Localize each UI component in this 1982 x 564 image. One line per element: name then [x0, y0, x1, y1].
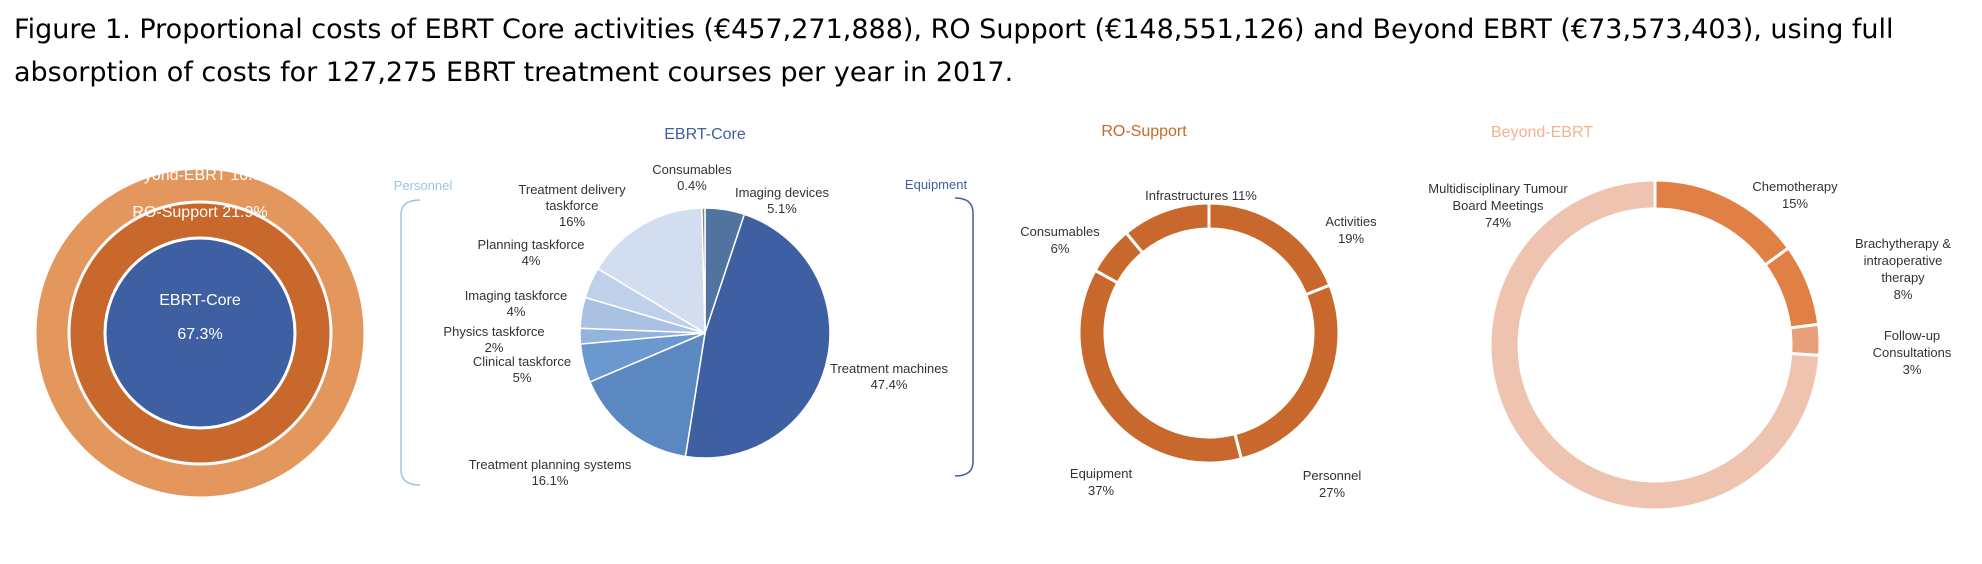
- donut-segment-multidisciplinary-tumour-board-meetings: [1488, 178, 1822, 512]
- pie-slice-treatment-delivery-taskforce: [596, 207, 706, 335]
- pie-slice-treatment-planning-systems: [588, 331, 706, 458]
- label-beyond-ebrt: Beyond-EBRT 10.8%: [124, 167, 276, 184]
- value-ebrt-core: 67.3%: [177, 326, 222, 343]
- chart-title-ro-support: RO-Support: [1101, 123, 1187, 140]
- slice-label-treatment-machines: Treatment machines 47.4%: [830, 361, 949, 392]
- label-ebrt-core: EBRT-Core: [159, 292, 241, 309]
- segment-label-personnel: Personnel 27%: [1303, 468, 1362, 500]
- segment-label-multidisciplinary-tumour-board-meetings: Multidisciplinary Tumour Board Meetings 74…: [1428, 181, 1568, 230]
- segment-label-equipment: Equipment 37%: [1070, 466, 1133, 498]
- donut-segment-follow-up-consultations: [1788, 322, 1822, 357]
- group-label-personnel: Personnel: [394, 178, 453, 193]
- slice-label-clinical-taskforce: Clinical taskforce 5%: [473, 354, 571, 385]
- slice-label-imaging-devices: Imaging devices 5.1%: [735, 185, 829, 216]
- segment-label-activities: Activities 19%: [1325, 214, 1377, 246]
- slice-label-treatment-delivery-taskforce: Treatment delivery taskforce 16%: [518, 182, 626, 229]
- slice-label-physics-taskforce: Physics taskforce 2%: [443, 324, 544, 355]
- donut-segment-equipment: [1077, 268, 1244, 465]
- slice-label-consumables: Consumables 0.4%: [652, 162, 732, 193]
- figure-caption: Figure 1. Proportional costs of EBRT Cor…: [14, 14, 1894, 88]
- nested-circle-ebrt-core: [103, 236, 297, 430]
- segment-label-chemotherapy: Chemotherapy 15%: [1752, 179, 1838, 211]
- slice-label-treatment-planning-systems: Treatment planning systems 16.1%: [469, 457, 632, 488]
- segment-label-consumables: Consumables 6%: [1020, 224, 1100, 256]
- chart-title-beyond-ebrt: Beyond-EBRT: [1491, 124, 1593, 141]
- pie-slice-consumables: [701, 207, 706, 334]
- equipment-bracket: [954, 197, 974, 477]
- donut-segment-personnel: [1233, 283, 1341, 461]
- slice-label-imaging-taskforce: Imaging taskforce 4%: [465, 288, 568, 319]
- donut-segment-infrastructures: [1124, 201, 1211, 255]
- donut-segment-brachytherapy-intraoperative-therapy: [1762, 245, 1821, 330]
- group-label-equipment: Equipment: [905, 177, 968, 192]
- segment-label-brachytherapy-intraoperative-therapy: Brachytherapy & intraoperative therapy 8%: [1855, 236, 1951, 302]
- label-ro-support: RO-Support 21.9%: [132, 204, 267, 221]
- slice-label-planning-taskforce: Planning taskforce 4%: [478, 237, 585, 268]
- donut-segment-activities: [1207, 201, 1332, 297]
- pie-slice-treatment-machines: [684, 213, 831, 459]
- segment-label-follow-up-consultations: Follow-up Consultations 3%: [1873, 328, 1952, 377]
- segment-label-infrastructures: Infrastructures 11%: [1145, 188, 1257, 203]
- personnel-bracket: [400, 199, 421, 486]
- chart-title-ebrt-core: EBRT-Core: [664, 126, 746, 143]
